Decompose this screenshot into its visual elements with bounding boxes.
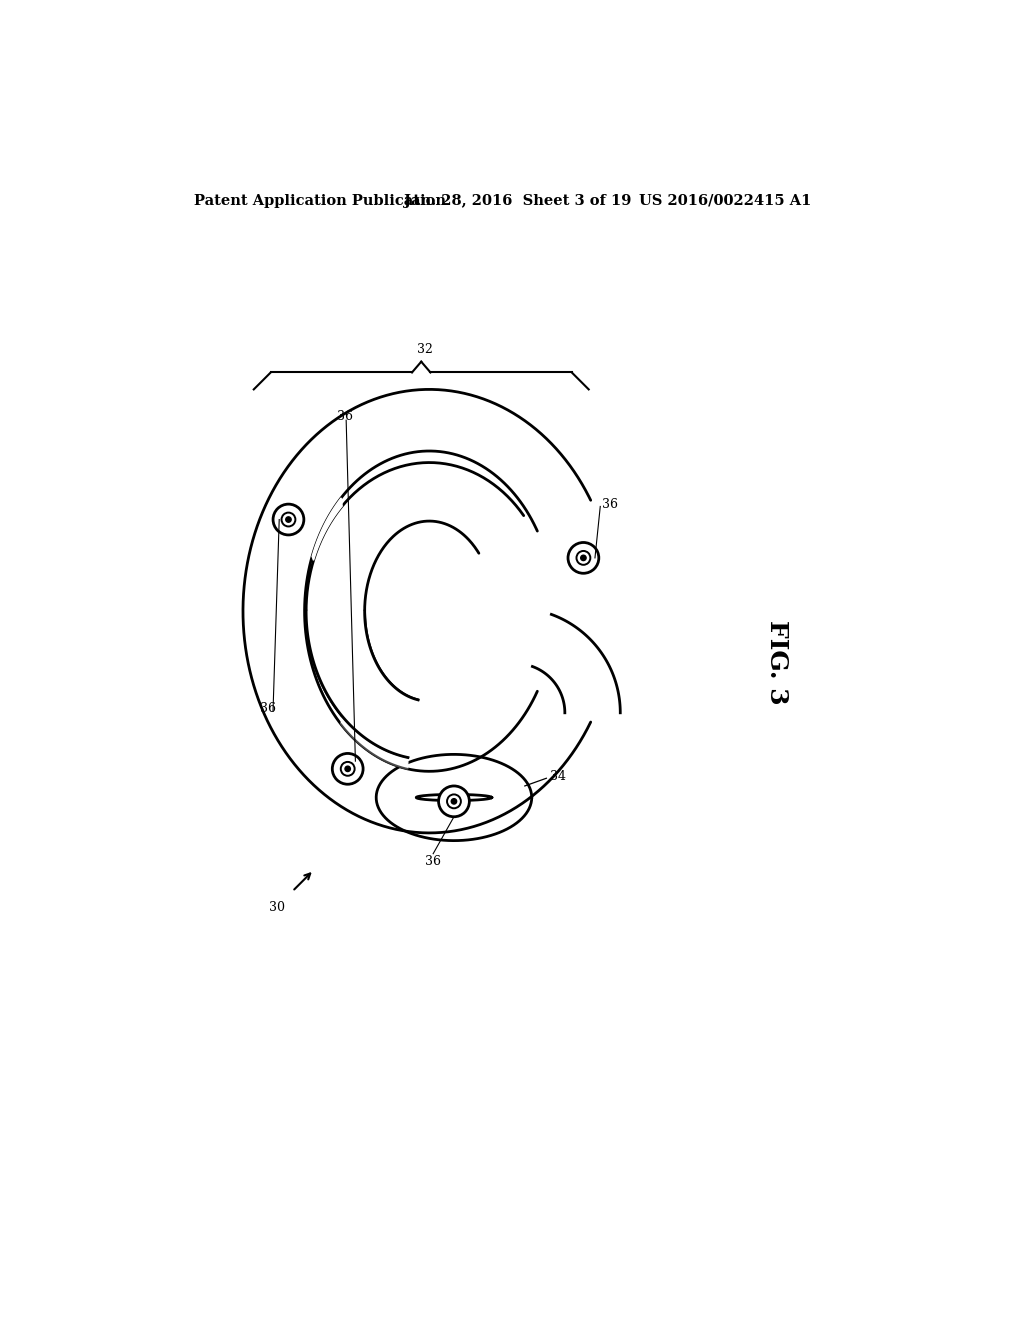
Polygon shape: [532, 614, 621, 713]
Polygon shape: [376, 755, 531, 841]
Polygon shape: [341, 717, 408, 768]
Polygon shape: [243, 389, 591, 833]
Circle shape: [286, 517, 291, 523]
Text: Jan. 28, 2016  Sheet 3 of 19: Jan. 28, 2016 Sheet 3 of 19: [403, 194, 631, 207]
Text: 36: 36: [602, 499, 617, 511]
Circle shape: [452, 799, 457, 804]
Text: 30: 30: [269, 900, 285, 913]
Text: 34: 34: [550, 770, 566, 783]
Circle shape: [282, 512, 295, 527]
Circle shape: [345, 766, 350, 771]
Text: 32: 32: [417, 342, 433, 355]
Text: 36: 36: [337, 409, 352, 422]
Text: 36: 36: [260, 702, 275, 715]
Circle shape: [581, 556, 586, 561]
Text: US 2016/0022415 A1: US 2016/0022415 A1: [639, 194, 811, 207]
Text: 36: 36: [425, 855, 441, 869]
Circle shape: [273, 504, 304, 535]
Polygon shape: [306, 462, 523, 758]
Text: FIG. 3: FIG. 3: [765, 620, 790, 705]
Circle shape: [447, 795, 461, 808]
Circle shape: [341, 762, 354, 776]
Circle shape: [568, 543, 599, 573]
Circle shape: [438, 785, 469, 817]
Circle shape: [577, 550, 591, 565]
Text: Patent Application Publication: Patent Application Publication: [194, 194, 445, 207]
Circle shape: [333, 754, 364, 784]
Polygon shape: [306, 611, 418, 758]
Polygon shape: [376, 755, 531, 841]
Polygon shape: [312, 498, 342, 560]
